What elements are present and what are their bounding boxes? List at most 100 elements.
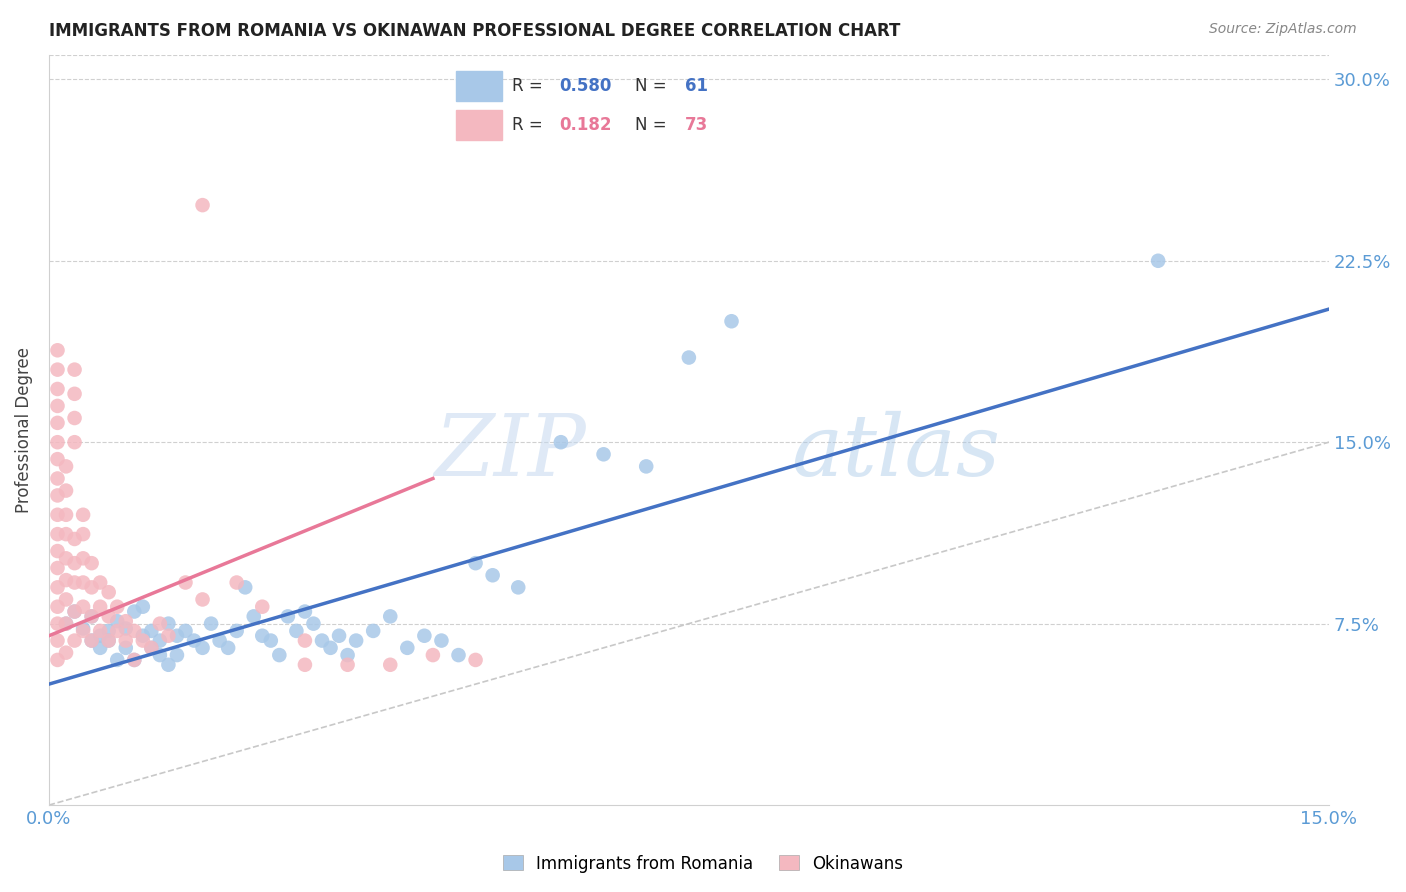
Point bbox=[97, 609, 120, 624]
Point bbox=[252, 599, 274, 614]
Point bbox=[114, 640, 136, 655]
Point bbox=[89, 624, 111, 638]
Point bbox=[63, 556, 86, 570]
Point bbox=[55, 483, 77, 498]
Point bbox=[678, 351, 700, 365]
Point bbox=[46, 508, 69, 522]
Point bbox=[1147, 253, 1170, 268]
Point bbox=[114, 614, 136, 628]
Point bbox=[166, 648, 188, 662]
Point bbox=[46, 399, 69, 413]
Point bbox=[157, 616, 180, 631]
Point bbox=[344, 633, 367, 648]
Point bbox=[430, 633, 453, 648]
Point bbox=[636, 459, 658, 474]
Point bbox=[46, 382, 69, 396]
Point bbox=[80, 580, 103, 594]
Point bbox=[89, 629, 111, 643]
Point bbox=[46, 561, 69, 575]
Point bbox=[114, 622, 136, 636]
Point bbox=[46, 435, 69, 450]
Point bbox=[72, 575, 94, 590]
Point bbox=[63, 605, 86, 619]
Point bbox=[124, 605, 146, 619]
Point bbox=[294, 633, 316, 648]
Point bbox=[200, 616, 222, 631]
Point bbox=[132, 629, 155, 643]
Point bbox=[157, 657, 180, 672]
Point bbox=[72, 527, 94, 541]
Point bbox=[285, 624, 308, 638]
Point bbox=[149, 616, 172, 631]
Point bbox=[97, 624, 120, 638]
Point bbox=[55, 573, 77, 587]
Point bbox=[157, 629, 180, 643]
Point bbox=[72, 551, 94, 566]
Point bbox=[217, 640, 239, 655]
Point bbox=[89, 575, 111, 590]
Point bbox=[63, 532, 86, 546]
Point bbox=[55, 459, 77, 474]
Point bbox=[269, 648, 291, 662]
Point bbox=[89, 599, 111, 614]
Point bbox=[361, 624, 384, 638]
Point bbox=[89, 640, 111, 655]
Text: Source: ZipAtlas.com: Source: ZipAtlas.com bbox=[1209, 22, 1357, 37]
Point bbox=[55, 551, 77, 566]
Point bbox=[46, 452, 69, 467]
Point bbox=[396, 640, 419, 655]
Point bbox=[46, 616, 69, 631]
Point bbox=[336, 648, 359, 662]
Point bbox=[233, 580, 256, 594]
Point bbox=[72, 599, 94, 614]
Point bbox=[114, 633, 136, 648]
Point bbox=[80, 556, 103, 570]
Point bbox=[166, 629, 188, 643]
Point bbox=[55, 527, 77, 541]
Point bbox=[63, 435, 86, 450]
Point bbox=[508, 580, 530, 594]
Point bbox=[720, 314, 742, 328]
Point bbox=[149, 633, 172, 648]
Point bbox=[46, 544, 69, 558]
Point bbox=[97, 633, 120, 648]
Point bbox=[46, 599, 69, 614]
Point bbox=[72, 624, 94, 638]
Point bbox=[63, 575, 86, 590]
Point bbox=[105, 653, 128, 667]
Text: atlas: atlas bbox=[792, 411, 1001, 494]
Point bbox=[55, 616, 77, 631]
Point bbox=[46, 471, 69, 485]
Point bbox=[124, 624, 146, 638]
Point bbox=[141, 624, 163, 638]
Point bbox=[311, 633, 333, 648]
Point bbox=[464, 556, 486, 570]
Point bbox=[174, 575, 197, 590]
Point bbox=[141, 640, 163, 655]
Point bbox=[97, 585, 120, 599]
Point bbox=[63, 633, 86, 648]
Point bbox=[464, 653, 486, 667]
Point bbox=[149, 648, 172, 662]
Point bbox=[46, 527, 69, 541]
Point bbox=[63, 362, 86, 376]
Point bbox=[132, 599, 155, 614]
Point bbox=[80, 609, 103, 624]
Point bbox=[124, 653, 146, 667]
Text: IMMIGRANTS FROM ROMANIA VS OKINAWAN PROFESSIONAL DEGREE CORRELATION CHART: IMMIGRANTS FROM ROMANIA VS OKINAWAN PROF… bbox=[49, 22, 901, 40]
Point bbox=[447, 648, 470, 662]
Point bbox=[55, 508, 77, 522]
Point bbox=[592, 447, 614, 461]
Point bbox=[141, 640, 163, 655]
Point bbox=[252, 629, 274, 643]
Point bbox=[550, 435, 572, 450]
Point bbox=[105, 614, 128, 628]
Point bbox=[302, 616, 325, 631]
Point bbox=[124, 653, 146, 667]
Point bbox=[46, 580, 69, 594]
Point bbox=[132, 633, 155, 648]
Point bbox=[191, 592, 214, 607]
Legend: Immigrants from Romania, Okinawans: Immigrants from Romania, Okinawans bbox=[496, 848, 910, 880]
Point bbox=[46, 653, 69, 667]
Point bbox=[105, 624, 128, 638]
